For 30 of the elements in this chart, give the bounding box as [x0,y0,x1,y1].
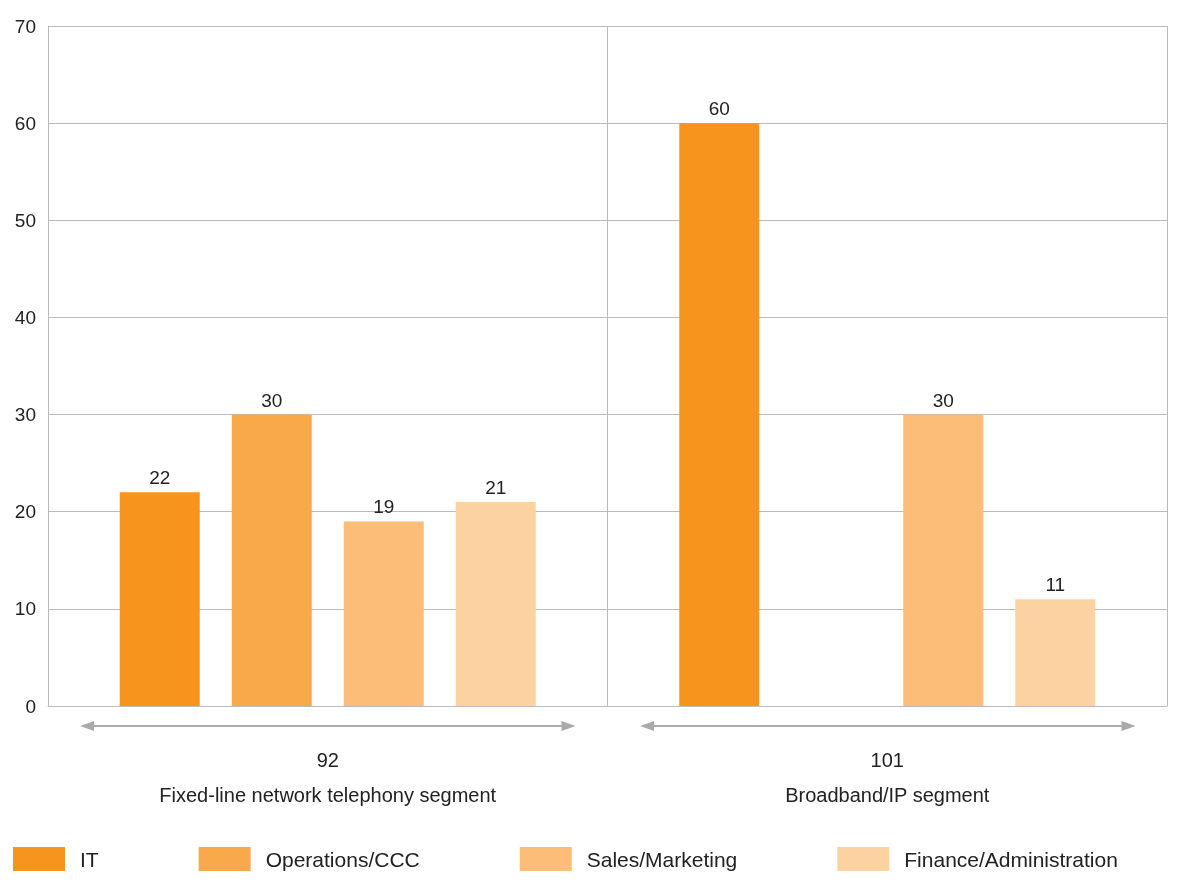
y-tick-label: 0 [25,695,36,717]
total-label: 101 [870,749,904,771]
data-label: 22 [149,467,171,489]
data-label: 19 [373,496,395,518]
bar [903,414,984,706]
data-label: 21 [485,477,507,498]
x-tick-label: Broadband/IP segment [785,784,990,806]
y-tick-label: 50 [14,209,36,231]
bar [119,492,200,706]
legend-label: IT [80,847,99,871]
y-tick-label: 20 [14,501,36,523]
x-tick-label: Fixed-line network telephony segment [159,784,497,806]
legend-label: Sales/Marketing [586,847,738,871]
legend-label: Operations/CCC [265,847,420,871]
legend-label: Finance/Administration [904,847,1118,871]
y-tick-label: 60 [14,112,36,134]
bar [343,521,424,706]
y-tick-label: 10 [14,598,36,620]
data-label: 30 [932,389,954,411]
y-tick-label: 40 [14,306,36,328]
y-tick-label: 30 [14,404,36,426]
total-label: 92 [316,749,339,771]
bar [1015,599,1096,706]
data-label: 30 [261,389,283,411]
bar [679,123,760,706]
data-label: 11 [1045,574,1066,596]
bar [455,502,536,706]
y-tick-label: 70 [14,15,36,37]
bar [231,414,312,706]
data-label: 60 [708,98,730,120]
